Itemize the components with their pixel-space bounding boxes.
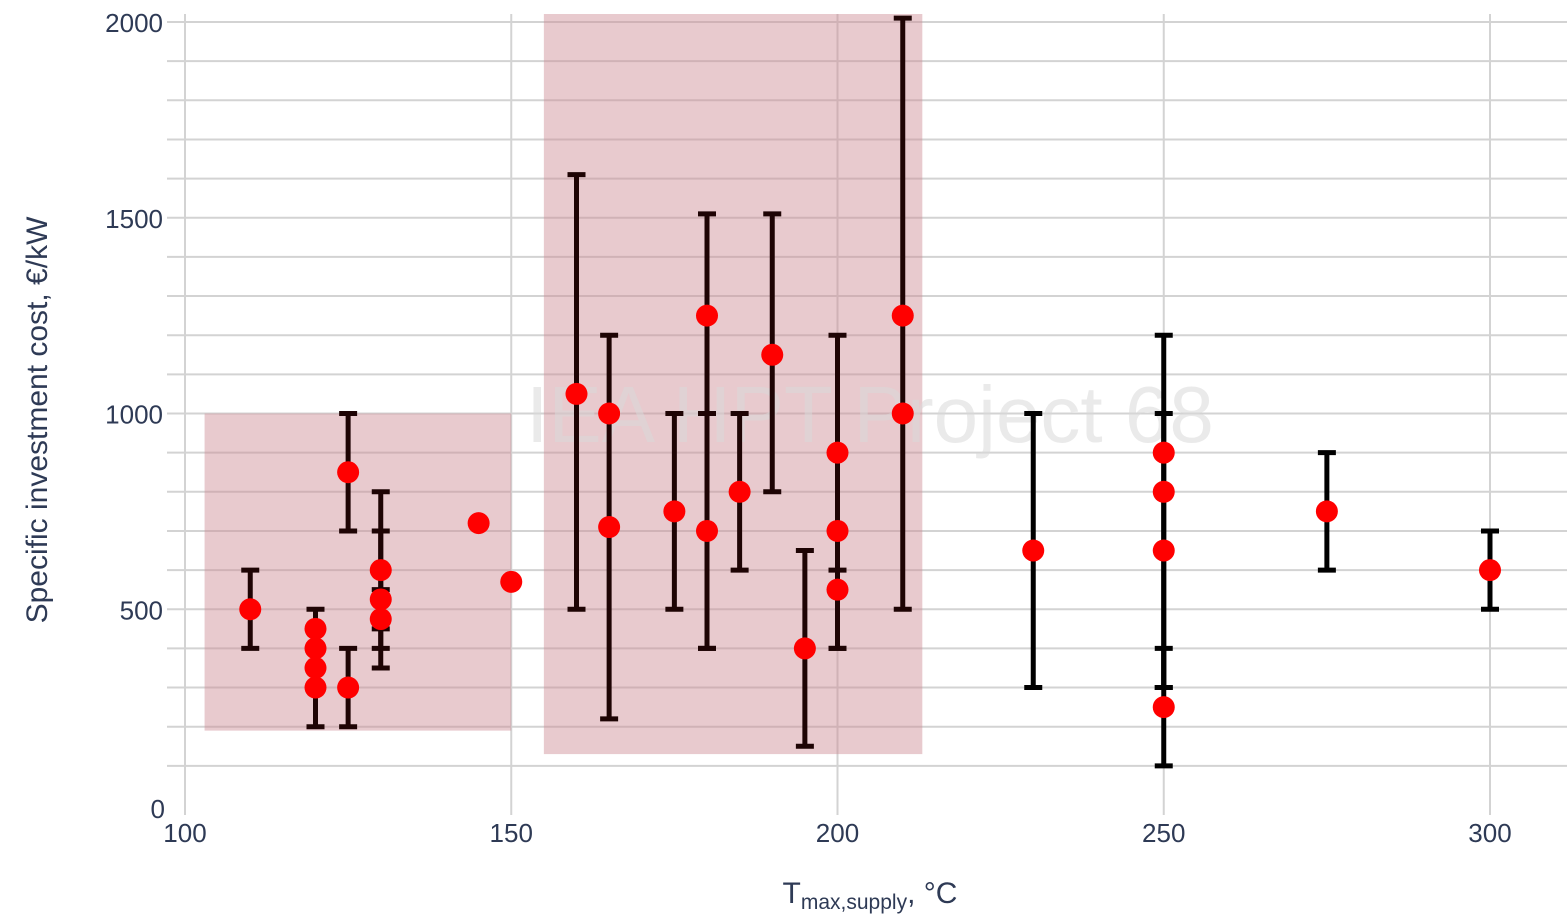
x-axis-label-main: T (783, 877, 801, 910)
x-tick-label: 200 (816, 818, 859, 848)
data-point (826, 578, 849, 601)
data-point (1152, 441, 1175, 464)
data-point (1479, 559, 1501, 582)
x-axis-label-subscript: max,supply (801, 891, 908, 914)
data-point (598, 516, 621, 539)
data-point (891, 402, 914, 425)
data-point (728, 480, 751, 503)
data-point (891, 304, 914, 327)
y-tick-label: 2000 (105, 8, 163, 38)
data-point (369, 588, 392, 611)
data-point (304, 637, 327, 660)
data-point (598, 402, 621, 425)
x-tick-label: 100 (163, 818, 206, 848)
data-point (696, 519, 718, 542)
data-point (369, 559, 392, 582)
grid-lines (167, 14, 1567, 815)
data-point (761, 343, 784, 366)
data-point (696, 304, 718, 327)
y-tick-label: 0 (151, 794, 165, 824)
y-tick-label: 1500 (105, 204, 163, 234)
x-tick-label: 300 (1468, 818, 1511, 848)
data-point (239, 598, 262, 621)
data-point (565, 382, 588, 405)
data-point (1152, 480, 1175, 503)
data-point (304, 617, 327, 640)
x-tick-label: 150 (490, 818, 533, 848)
data-point (304, 656, 327, 679)
data-point (304, 676, 327, 699)
y-tick-label: 500 (120, 595, 163, 625)
data-point (467, 512, 490, 535)
data-point (793, 637, 816, 660)
data-point (500, 570, 523, 593)
data-point (826, 441, 849, 464)
x-tick-label: 250 (1142, 818, 1185, 848)
data-point (1152, 696, 1175, 719)
x-axis-label: Tmax,supply, °C (783, 877, 958, 914)
data-point (1152, 539, 1175, 562)
data-point (369, 608, 392, 631)
data-point (826, 519, 849, 542)
y-axis-label: Specific investment cost, €/kW (21, 216, 54, 623)
y-tick-label: 1000 (105, 400, 163, 430)
data-point (663, 500, 686, 523)
x-axis-label-unit: , °C (907, 877, 957, 910)
data-point (337, 461, 360, 484)
watermark: IEA HPT Project 68 (526, 370, 1214, 459)
data-point (1315, 500, 1338, 523)
data-points (239, 304, 1501, 719)
data-point (1022, 539, 1045, 562)
data-point (337, 676, 360, 699)
tick-labels: 100 150 200 250 300 0 500 1000 1500 2000 (105, 8, 1512, 848)
